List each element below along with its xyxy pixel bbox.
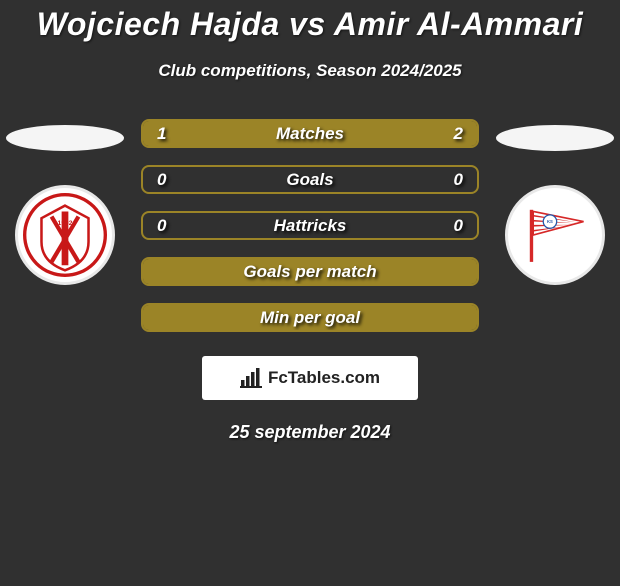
- flag-placeholder-right: [496, 125, 614, 151]
- stats-area: 1902 KS 1 2 Matches 0 0 Goals 0 0: [8, 119, 612, 332]
- stat-row: Min per goal: [141, 303, 479, 332]
- club-crest-right: KS: [505, 185, 605, 285]
- svg-text:KS: KS: [547, 219, 553, 224]
- stat-row: 0 0 Hattricks: [141, 211, 479, 240]
- subtitle: Club competitions, Season 2024/2025: [8, 61, 612, 81]
- stat-label: Goals: [286, 170, 333, 190]
- comparison-card: Wojciech Hajda vs Amir Al-Ammari Club co…: [0, 6, 620, 443]
- brand-name: FcTables.com: [268, 368, 380, 388]
- stat-value-left: 0: [157, 170, 166, 190]
- stat-label: Min per goal: [260, 308, 360, 328]
- stat-row: 1 2 Matches: [141, 119, 479, 148]
- shield-icon: 1902: [23, 193, 107, 277]
- brand-logo: FcTables.com: [202, 356, 418, 400]
- stat-label: Hattricks: [274, 216, 347, 236]
- date-text: 25 september 2024: [8, 422, 612, 443]
- flag-placeholder-left: [6, 125, 124, 151]
- stat-value-right: 2: [454, 124, 463, 144]
- stat-label: Matches: [276, 124, 344, 144]
- player-left-column: 1902: [0, 119, 130, 285]
- stat-row: 0 0 Goals: [141, 165, 479, 194]
- stat-row: Goals per match: [141, 257, 479, 286]
- player-right-column: KS: [490, 119, 620, 285]
- stat-value-left: 0: [157, 216, 166, 236]
- page-title: Wojciech Hajda vs Amir Al-Ammari: [8, 6, 612, 43]
- bar-chart-icon: [240, 368, 262, 388]
- stat-value-right: 0: [454, 216, 463, 236]
- stat-value-left: 1: [157, 124, 166, 144]
- club-crest-left: 1902: [15, 185, 115, 285]
- pennant-icon: KS: [513, 193, 597, 277]
- stat-rows: 1 2 Matches 0 0 Goals 0 0 Hattricks Goals per mat…: [141, 119, 479, 332]
- svg-text:1902: 1902: [58, 220, 73, 227]
- stat-value-right: 0: [454, 170, 463, 190]
- stat-label: Goals per match: [243, 262, 376, 282]
